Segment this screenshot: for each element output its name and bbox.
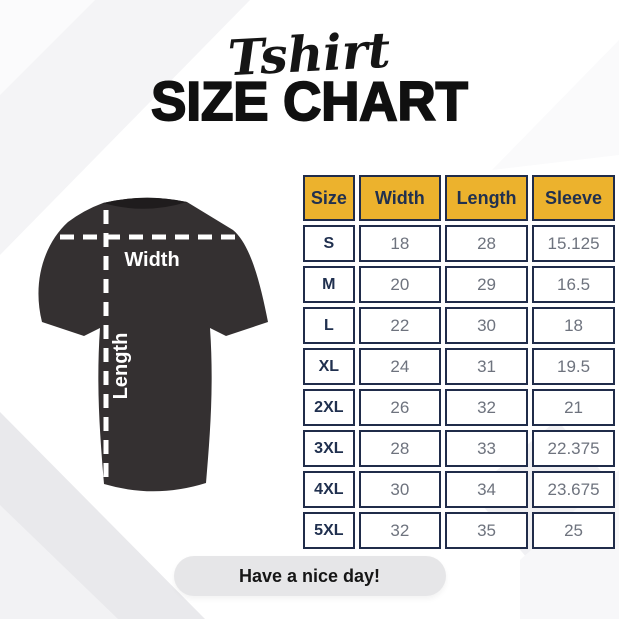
length-cell: 35	[445, 512, 529, 549]
header-cell-width: Width	[358, 175, 442, 221]
length-cell: 31	[445, 348, 529, 385]
width-cell: 22	[358, 307, 442, 344]
header-cell-sleeve: Sleeve	[532, 175, 615, 221]
width-cell: 30	[358, 471, 442, 508]
width-cell: 28	[358, 430, 442, 467]
sleeve-cell: 25	[532, 512, 615, 549]
size-cell: 2XL	[303, 389, 355, 426]
title-block: Tshirt SIZE CHART	[0, 21, 619, 132]
size-cell: L	[303, 307, 355, 344]
size-chart-table: Size Width Length Sleeve S 18 28 15.125 …	[299, 171, 619, 553]
sleeve-cell: 15.125	[532, 225, 615, 262]
width-cell: 20	[358, 266, 442, 303]
table-row: 3XL 28 33 22.375	[303, 430, 615, 467]
table-row: 4XL 30 34 23.675	[303, 471, 615, 508]
length-cell: 30	[445, 307, 529, 344]
length-label: Length	[110, 333, 132, 400]
sleeve-cell: 16.5	[532, 266, 615, 303]
size-cell: S	[303, 225, 355, 262]
length-cell: 29	[445, 266, 529, 303]
sleeve-cell: 18	[532, 307, 615, 344]
table-row: S 18 28 15.125	[303, 225, 615, 262]
length-cell: 34	[445, 471, 529, 508]
width-cell: 24	[358, 348, 442, 385]
table-row: L 22 30 18	[303, 307, 615, 344]
width-label: Width	[124, 249, 179, 271]
size-cell: XL	[303, 348, 355, 385]
have-a-nice-day-button[interactable]: Have a nice day!	[173, 556, 446, 596]
sleeve-cell: 23.675	[532, 471, 615, 508]
sleeve-cell: 21	[532, 389, 615, 426]
length-cell: 32	[445, 389, 529, 426]
table-row: XL 24 31 19.5	[303, 348, 615, 385]
header-cell-size: Size	[303, 175, 355, 221]
width-cell: 32	[358, 512, 442, 549]
table-header-row: Size Width Length Sleeve	[303, 175, 615, 221]
size-cell: 5XL	[303, 512, 355, 549]
sleeve-cell: 22.375	[532, 430, 615, 467]
size-cell: 4XL	[303, 471, 355, 508]
length-cell: 28	[445, 225, 529, 262]
size-cell: 3XL	[303, 430, 355, 467]
width-cell: 26	[358, 389, 442, 426]
sleeve-cell: 19.5	[532, 348, 615, 385]
width-cell: 18	[358, 225, 442, 262]
header-cell-length: Length	[445, 175, 529, 221]
length-cell: 33	[445, 430, 529, 467]
collar	[103, 197, 187, 209]
tshirt-graphic	[38, 197, 268, 492]
table-row: 2XL 26 32 21	[303, 389, 615, 426]
page-title: SIZE CHART	[150, 70, 469, 132]
table-row: M 20 29 16.5	[303, 266, 615, 303]
size-cell: M	[303, 266, 355, 303]
tshirt-diagram: Width Length	[12, 186, 297, 531]
table-row: 5XL 32 35 25	[303, 512, 615, 549]
